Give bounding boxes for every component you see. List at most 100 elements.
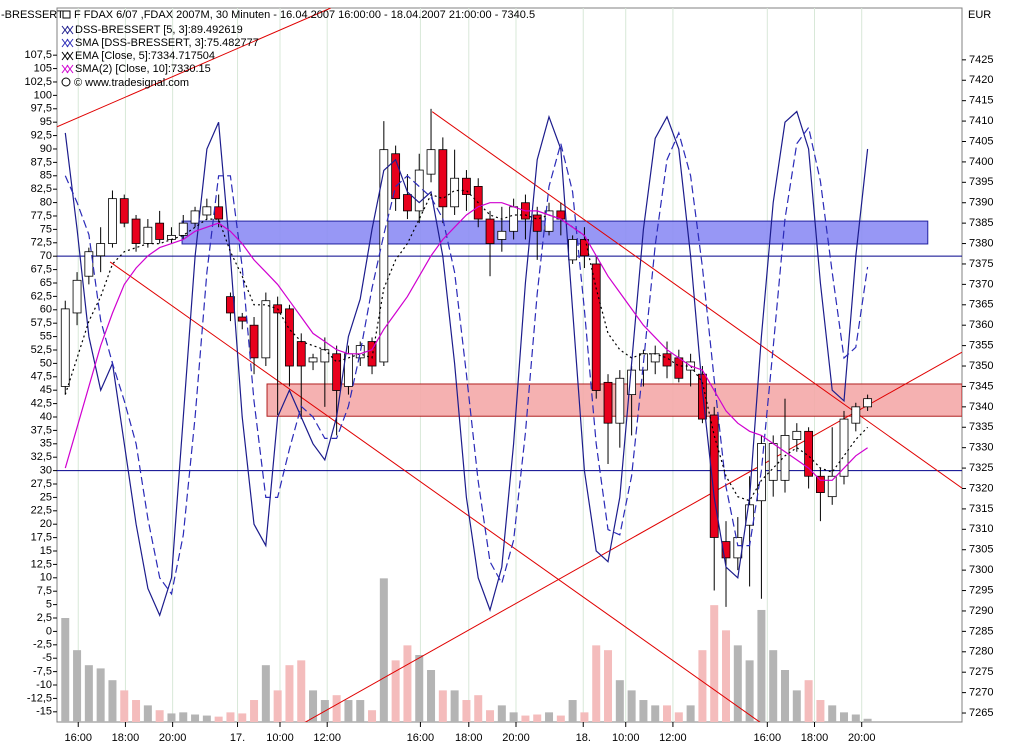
volume-bar — [722, 630, 731, 722]
candle-body — [768, 443, 778, 481]
volume-bar — [840, 712, 849, 722]
y-tick-label: -2,5 — [33, 639, 52, 651]
candle-body — [509, 206, 519, 232]
y-tick-label: 92,5 — [31, 129, 52, 141]
volume-bar — [509, 712, 518, 722]
y-tick-label: 75 — [40, 223, 52, 235]
plot-area — [56, 7, 963, 723]
y2-tick-label: 7340 — [969, 401, 993, 413]
volume-bar — [804, 680, 813, 722]
y2-tick-label: 7400 — [969, 156, 993, 168]
axis-label: -BRESSERT — [1, 9, 64, 21]
candle-body — [863, 398, 873, 408]
y2-unit: EUR — [968, 9, 991, 21]
volume-bar — [792, 690, 801, 722]
x-tick-label: 18:00 — [801, 732, 829, 744]
candle-body — [709, 414, 719, 538]
volume-bar — [356, 700, 365, 722]
trendline — [109, 261, 761, 722]
volume-bar — [486, 710, 495, 722]
y-tick-label: 77,5 — [31, 210, 52, 222]
y2-tick-label: 7345 — [969, 380, 993, 392]
y2-tick-label: 7320 — [969, 482, 993, 494]
x-tick-label: 16:00 — [407, 732, 435, 744]
volume-bar — [733, 645, 742, 722]
volume-bar — [698, 650, 707, 722]
y-tick-label: 17,5 — [31, 532, 52, 544]
y2-tick-label: 7370 — [969, 278, 993, 290]
y-tick-label: -10 — [36, 679, 52, 691]
y2-tick-label: 7265 — [969, 707, 993, 719]
volume-bar — [639, 700, 648, 722]
candle-body — [214, 206, 224, 220]
title-icon — [62, 10, 71, 19]
y2-tick-label: 7360 — [969, 319, 993, 331]
volume-bar — [202, 715, 211, 722]
candle-body — [155, 222, 165, 240]
volume-bar — [651, 705, 660, 722]
y2-tick-label: 7380 — [969, 237, 993, 249]
legend-label: EMA [Close, 5]:7334.717504 — [75, 50, 215, 62]
y2-tick-label: 7350 — [969, 360, 993, 372]
copyright: © www.tradesignal.com — [74, 77, 189, 89]
volume-bar — [497, 705, 506, 722]
candle-body — [780, 435, 790, 481]
y-tick-label: 60 — [40, 304, 52, 316]
series-line — [64, 189, 869, 502]
volume-bar — [61, 618, 70, 722]
x-tick-label: 20:00 — [502, 732, 530, 744]
volume-bar — [73, 650, 82, 722]
y2-tick-label: 7270 — [969, 687, 993, 699]
x-tick-label: 12:00 — [659, 732, 687, 744]
volume-bar — [415, 654, 424, 722]
volume-bar — [615, 680, 624, 722]
y-tick-label: 82,5 — [31, 183, 52, 195]
candle-body — [379, 149, 389, 363]
y-tick-label: 80 — [40, 196, 52, 208]
volume-bar — [686, 705, 695, 722]
candle-body — [650, 353, 660, 363]
trendline — [431, 111, 962, 489]
candle-body — [72, 279, 82, 314]
x-tick-label: 20:00 — [159, 732, 187, 744]
y-tick-label: 95 — [40, 116, 52, 128]
candle-body — [167, 234, 176, 240]
y-tick-label: 12,5 — [31, 558, 52, 570]
volume-bar — [273, 690, 282, 722]
y2-tick-label: 7300 — [969, 564, 993, 576]
volume-bar — [120, 690, 129, 722]
y2-tick-label: 7395 — [969, 176, 993, 188]
legend-label: DSS-BRESSERT [5, 3]:89.492619 — [75, 24, 243, 36]
y-tick-label: 100 — [34, 89, 52, 101]
volume-bar — [674, 712, 683, 722]
y2-tick-label: 7390 — [969, 197, 993, 209]
y-tick-label: -15 — [36, 706, 52, 718]
y2-tick-label: 7420 — [969, 74, 993, 86]
y-tick-label: 67,5 — [31, 263, 52, 275]
volume-bar — [781, 670, 790, 722]
candle-body — [580, 239, 589, 257]
volume-bar — [757, 609, 766, 722]
candle-body — [568, 239, 578, 261]
y-tick-label: 0 — [46, 625, 52, 637]
y-tick-label: 5 — [46, 599, 52, 611]
y2-tick-label: 7305 — [969, 544, 993, 556]
y-tick-label: 85 — [40, 170, 52, 182]
y-tick-label: 52,5 — [31, 344, 52, 356]
x-tick-label: 12:00 — [313, 732, 341, 744]
volume-bar — [285, 665, 294, 722]
x-tick-label: 18:00 — [112, 732, 140, 744]
volume-bar — [568, 700, 577, 722]
candle-body — [674, 357, 684, 379]
volume-bar — [474, 695, 483, 722]
y-tick-label: 15 — [40, 545, 52, 557]
candle-body — [426, 149, 436, 175]
y-tick-label: 97,5 — [31, 103, 52, 115]
candle-body — [450, 177, 460, 208]
y-tick-label: 42,5 — [31, 398, 52, 410]
candle-body — [320, 349, 330, 363]
volume-bar — [627, 690, 636, 722]
volume-bar — [816, 700, 825, 722]
y2-tick-label: 7330 — [969, 442, 993, 454]
